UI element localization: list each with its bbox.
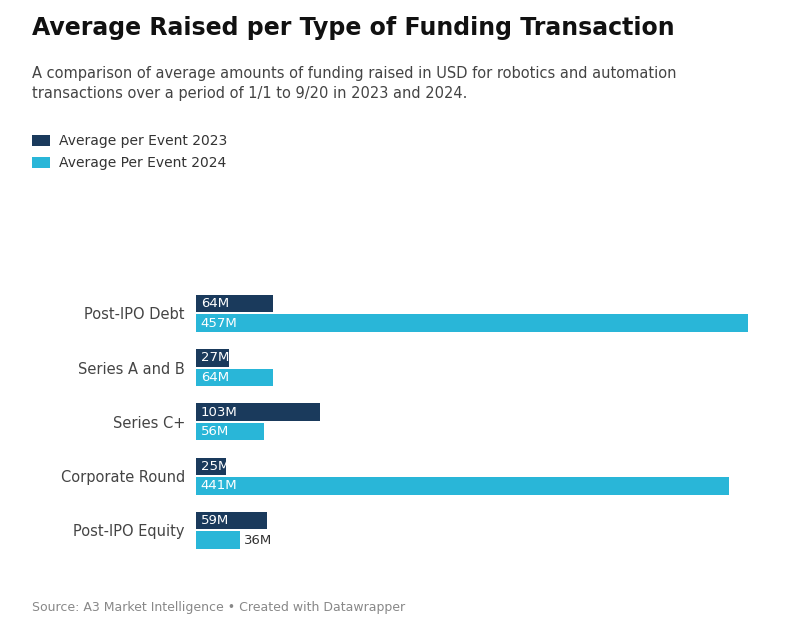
Text: Source: A3 Market Intelligence • Created with Datawrapper: Source: A3 Market Intelligence • Created… bbox=[32, 601, 405, 614]
Bar bbox=[196, 403, 321, 421]
Text: 59M: 59M bbox=[201, 514, 229, 527]
Bar bbox=[196, 458, 226, 475]
Bar bbox=[196, 478, 729, 494]
Text: A comparison of average amounts of funding raised in USD for robotics and automa: A comparison of average amounts of fundi… bbox=[32, 66, 677, 101]
Text: 457M: 457M bbox=[201, 317, 238, 329]
Bar bbox=[196, 369, 274, 386]
Bar bbox=[196, 349, 229, 366]
Bar bbox=[196, 512, 267, 529]
Text: 64M: 64M bbox=[201, 297, 229, 310]
Bar bbox=[196, 531, 239, 549]
Text: 64M: 64M bbox=[201, 371, 229, 384]
Text: Average Raised per Type of Funding Transaction: Average Raised per Type of Funding Trans… bbox=[32, 16, 674, 39]
Text: Average per Event 2023: Average per Event 2023 bbox=[59, 134, 227, 148]
Text: 103M: 103M bbox=[201, 406, 238, 419]
Bar bbox=[196, 314, 748, 332]
Text: 441M: 441M bbox=[201, 479, 238, 492]
Text: 25M: 25M bbox=[201, 460, 230, 473]
Bar bbox=[196, 423, 264, 441]
Text: 56M: 56M bbox=[201, 425, 229, 438]
Text: 27M: 27M bbox=[201, 351, 230, 364]
Bar bbox=[196, 295, 274, 312]
Text: 36M: 36M bbox=[244, 534, 273, 547]
Text: Average Per Event 2024: Average Per Event 2024 bbox=[59, 156, 226, 169]
